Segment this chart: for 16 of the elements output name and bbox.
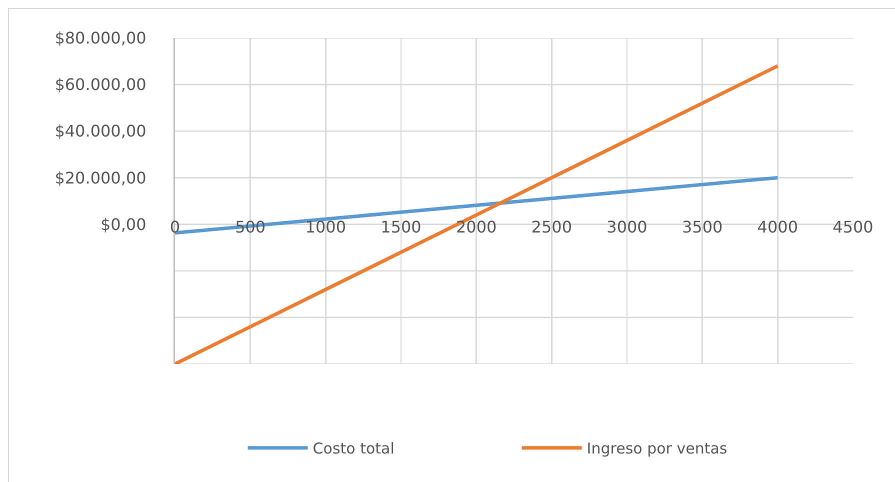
y-tick-label: $80.000,00: [54, 28, 146, 48]
x-tick-label: 1500: [380, 217, 422, 236]
x-tick-label: 2000: [456, 217, 497, 236]
legend-label: Ingreso por ventas: [586, 440, 728, 458]
x-tick-label: 0: [170, 217, 180, 236]
y-tick-label: $0,00: [100, 214, 146, 234]
x-tick-label: 2500: [531, 217, 572, 236]
y-tick-label: $40.000,00: [54, 122, 146, 141]
y-tick-label: $60.000,00: [54, 75, 146, 94]
x-tick-label: 4000: [757, 217, 798, 236]
x-tick-label: 3000: [606, 217, 648, 236]
y-tick-label: $20.000,00: [54, 168, 146, 188]
legend-label: Costo total: [312, 440, 394, 458]
x-tick-label: 1000: [305, 217, 346, 236]
x-tick-label: 3500: [682, 217, 723, 236]
x-tick-label: 4500: [832, 217, 874, 236]
